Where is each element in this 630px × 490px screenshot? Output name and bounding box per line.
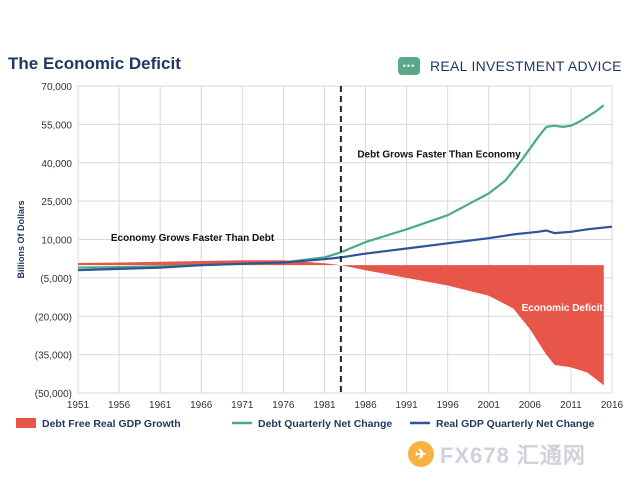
series-area-debt-free-gdp xyxy=(78,260,604,386)
y-tick-label: (20,000) xyxy=(35,312,72,323)
y-axis-label: Billions Of Dollars xyxy=(16,200,26,278)
chart-annotation: Economic Deficit xyxy=(522,303,604,314)
y-tick-label: (50,000) xyxy=(35,389,72,400)
x-tick-label: 2001 xyxy=(478,400,501,411)
chart-title: The Economic Deficit xyxy=(8,54,181,73)
x-tick-label: 1971 xyxy=(231,400,254,411)
y-tick-label: 10,000 xyxy=(41,236,72,247)
brand-name: REAL INVESTMENT ADVICE xyxy=(430,58,622,74)
legend-label: Real GDP Quarterly Net Change xyxy=(436,418,595,430)
x-tick-label: 1991 xyxy=(395,400,418,411)
x-tick-label: 1966 xyxy=(190,400,213,411)
watermark-logo-icon: ✈ xyxy=(408,441,434,467)
legend-label: Debt Free Real GDP Growth xyxy=(42,418,181,430)
x-tick-label: 1951 xyxy=(67,400,90,411)
y-tick-label: 40,000 xyxy=(41,159,72,170)
watermark-text: FX678 汇通网 xyxy=(440,443,586,468)
y-tick-label: 25,000 xyxy=(41,197,72,208)
series-line-gdp xyxy=(77,225,613,272)
x-tick-label: 2006 xyxy=(519,400,542,411)
x-tick-label: 1986 xyxy=(354,400,377,411)
brand-logo-block: ••• REAL INVESTMENT ADVICE xyxy=(398,54,622,78)
x-tick-label: 1976 xyxy=(272,400,295,411)
chart-annotation: Debt Grows Faster Than Economy xyxy=(357,150,521,161)
chart-annotation: Economy Grows Faster Than Debt xyxy=(111,233,275,244)
y-tick-label: 55,000 xyxy=(41,120,72,131)
y-tick-label: (5,000) xyxy=(40,274,72,285)
x-tick-label: 2016 xyxy=(601,400,624,411)
watermark: ✈ FX678 汇通网 xyxy=(408,438,586,470)
brand-logo-icon: ••• xyxy=(398,57,420,75)
x-tick-label: 1996 xyxy=(437,400,460,411)
x-tick-label: 1981 xyxy=(313,400,336,411)
y-tick-label: (35,000) xyxy=(35,351,72,362)
x-tick-label: 1956 xyxy=(108,400,131,411)
x-tick-label: 2011 xyxy=(560,400,582,411)
legend-label: Debt Quarterly Net Change xyxy=(258,418,392,430)
legend-swatch xyxy=(16,418,36,428)
x-tick-label: 1961 xyxy=(149,400,172,411)
y-tick-label: 70,000 xyxy=(41,82,72,93)
